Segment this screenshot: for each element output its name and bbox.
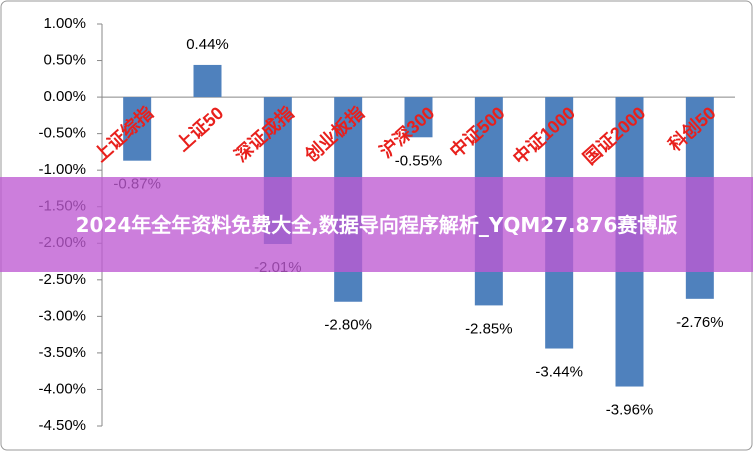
value-label: -2.76% xyxy=(676,314,724,331)
bar xyxy=(404,97,433,138)
y-tick-label: -1.00% xyxy=(38,161,86,178)
value-label: -2.85% xyxy=(465,320,513,337)
y-tick-label: -3.00% xyxy=(38,307,86,324)
bar xyxy=(193,64,222,98)
y-tick-label: -3.50% xyxy=(38,344,86,361)
value-label: 0.44% xyxy=(186,36,229,53)
bar xyxy=(123,97,152,161)
value-label: -2.80% xyxy=(324,317,372,334)
y-tick-label: 0.50% xyxy=(43,52,86,69)
banner-text: 2024年全年资料免费大全,数据导向程序解析_YQM27.876赛博版 xyxy=(75,212,678,237)
value-label: -3.96% xyxy=(606,401,654,418)
y-tick-label: -2.50% xyxy=(38,271,86,288)
y-tick-label: -4.50% xyxy=(38,417,86,434)
banner: 2024年全年资料免费大全,数据导向程序解析_YQM27.876赛博版 xyxy=(0,177,753,272)
value-label: -3.44% xyxy=(535,363,583,380)
y-tick-label: 0.00% xyxy=(43,88,86,105)
y-tick-label: 1.00% xyxy=(43,15,86,32)
value-label: -0.55% xyxy=(395,152,443,169)
y-tick-label: -0.50% xyxy=(38,125,86,142)
y-tick-label: -4.00% xyxy=(38,380,86,397)
